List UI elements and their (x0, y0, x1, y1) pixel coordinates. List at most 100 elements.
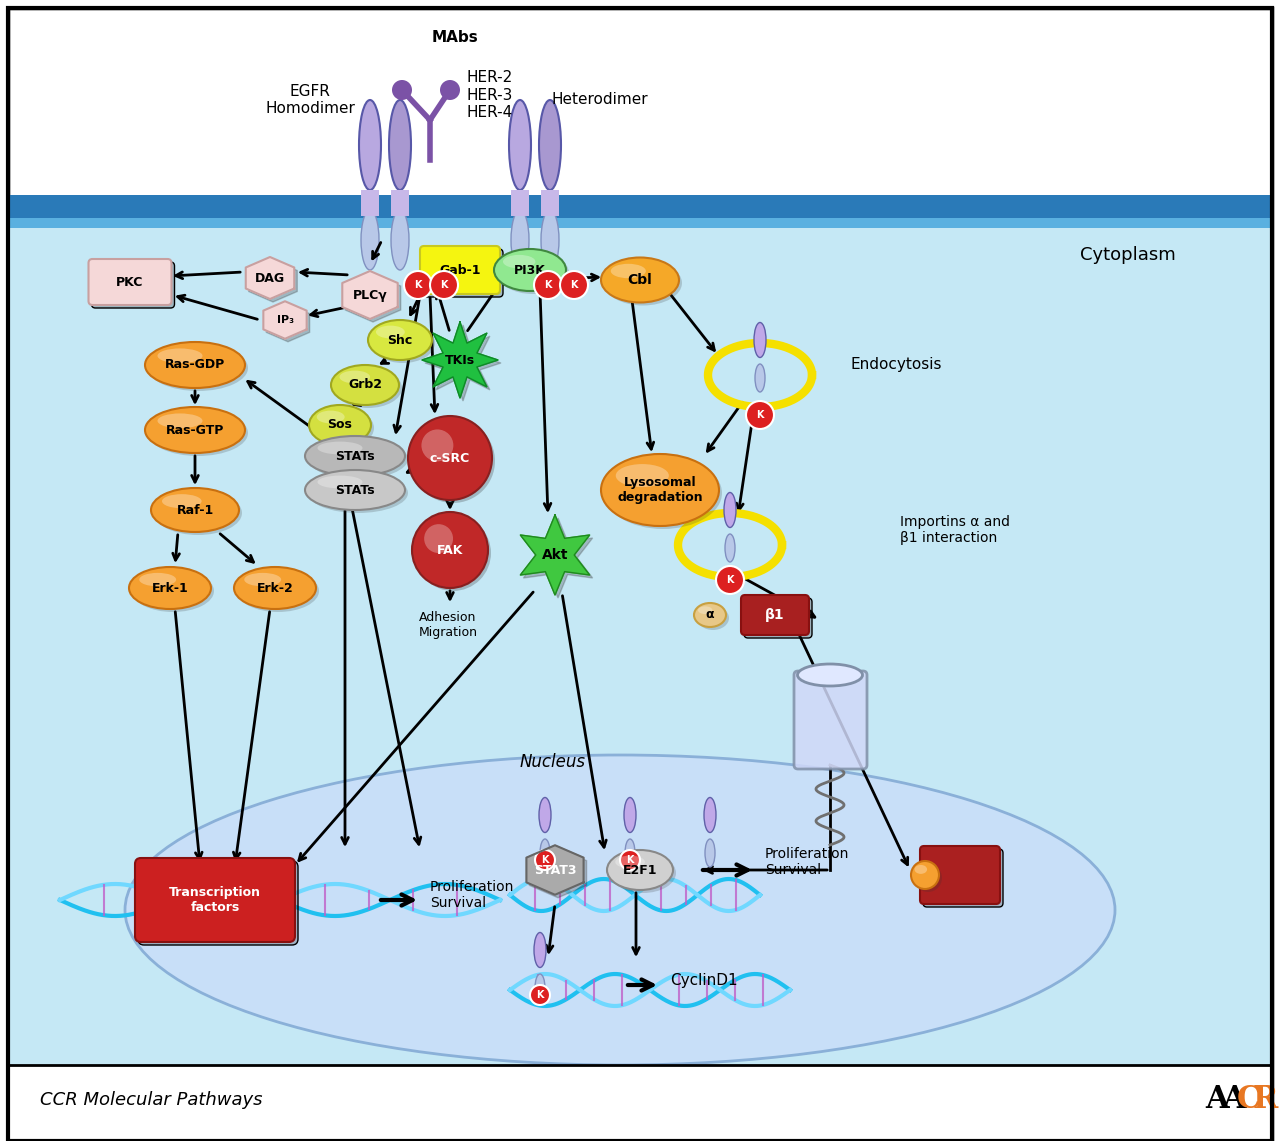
FancyBboxPatch shape (91, 262, 174, 308)
Ellipse shape (308, 474, 408, 513)
Text: α: α (705, 608, 714, 622)
Text: K: K (626, 855, 634, 865)
Ellipse shape (151, 488, 239, 532)
Text: STATs: STATs (335, 450, 375, 462)
Circle shape (561, 272, 588, 299)
Text: CCR Molecular Pathways: CCR Molecular Pathways (40, 1091, 262, 1109)
Ellipse shape (604, 260, 682, 306)
Ellipse shape (535, 974, 545, 1002)
Ellipse shape (317, 476, 362, 488)
Circle shape (534, 272, 562, 299)
Ellipse shape (755, 364, 765, 393)
Text: DAG: DAG (255, 272, 285, 284)
Text: R: R (1253, 1084, 1279, 1116)
Ellipse shape (376, 325, 404, 339)
Ellipse shape (797, 664, 863, 686)
Ellipse shape (602, 258, 678, 302)
Ellipse shape (163, 494, 202, 508)
FancyBboxPatch shape (741, 594, 809, 636)
Ellipse shape (698, 606, 730, 630)
Ellipse shape (244, 573, 282, 586)
Ellipse shape (237, 570, 319, 612)
Text: K: K (756, 410, 764, 420)
Ellipse shape (389, 100, 411, 191)
FancyBboxPatch shape (8, 195, 1272, 1065)
FancyBboxPatch shape (8, 218, 1272, 228)
FancyBboxPatch shape (88, 259, 172, 305)
Ellipse shape (308, 439, 408, 479)
FancyBboxPatch shape (134, 858, 294, 942)
Ellipse shape (157, 413, 202, 428)
Circle shape (440, 80, 460, 100)
Text: K: K (544, 280, 552, 290)
Text: Proliferation
Survival: Proliferation Survival (765, 847, 850, 877)
Text: Cytoplasm: Cytoplasm (1080, 246, 1176, 264)
Ellipse shape (390, 210, 410, 270)
FancyBboxPatch shape (541, 191, 559, 216)
Ellipse shape (148, 345, 248, 391)
Text: A: A (1204, 1084, 1229, 1116)
Text: PKC: PKC (116, 275, 143, 289)
Text: Proliferation
Survival: Proliferation Survival (430, 880, 515, 911)
Ellipse shape (602, 454, 719, 526)
Text: Akt: Akt (541, 548, 568, 563)
FancyBboxPatch shape (8, 1065, 1272, 1141)
Circle shape (424, 524, 453, 553)
Circle shape (716, 566, 744, 594)
Ellipse shape (911, 861, 940, 889)
Polygon shape (246, 257, 294, 299)
Polygon shape (425, 325, 500, 400)
Ellipse shape (625, 798, 636, 833)
Text: STATs: STATs (335, 484, 375, 496)
Text: β1: β1 (765, 608, 785, 622)
Text: PLCγ: PLCγ (352, 289, 388, 301)
Text: K: K (440, 280, 448, 290)
Circle shape (392, 80, 412, 100)
Text: Cbl: Cbl (627, 273, 653, 288)
Polygon shape (342, 272, 398, 319)
Text: IP₃: IP₃ (276, 315, 293, 325)
Text: E2F1: E2F1 (623, 864, 657, 876)
Ellipse shape (754, 323, 765, 357)
Ellipse shape (616, 464, 669, 487)
Text: Shc: Shc (388, 333, 412, 347)
FancyBboxPatch shape (923, 849, 1004, 907)
Ellipse shape (234, 567, 316, 609)
Ellipse shape (140, 573, 177, 586)
Text: c-SRC: c-SRC (430, 452, 470, 464)
Ellipse shape (157, 348, 202, 363)
Text: Ras-GDP: Ras-GDP (165, 358, 225, 372)
Polygon shape (422, 322, 498, 398)
Circle shape (535, 850, 556, 869)
Text: Gab-1: Gab-1 (439, 264, 481, 276)
FancyBboxPatch shape (361, 191, 379, 216)
Ellipse shape (625, 839, 635, 867)
Text: Raf-1: Raf-1 (177, 503, 214, 517)
Ellipse shape (914, 864, 942, 892)
Ellipse shape (724, 493, 736, 527)
Ellipse shape (704, 798, 716, 833)
Ellipse shape (607, 850, 673, 890)
Ellipse shape (332, 365, 399, 405)
Text: C: C (1236, 1084, 1261, 1116)
Polygon shape (521, 515, 590, 594)
Polygon shape (248, 260, 297, 302)
Text: Adhesion
Migration: Adhesion Migration (419, 610, 477, 639)
Ellipse shape (604, 458, 722, 529)
Ellipse shape (305, 436, 404, 476)
Ellipse shape (494, 249, 566, 291)
FancyBboxPatch shape (920, 845, 1000, 904)
FancyBboxPatch shape (420, 246, 500, 294)
Text: PI3K: PI3K (515, 264, 547, 276)
Ellipse shape (914, 865, 927, 874)
Ellipse shape (369, 319, 433, 361)
Polygon shape (266, 305, 310, 342)
Ellipse shape (497, 252, 570, 294)
FancyBboxPatch shape (422, 249, 503, 297)
Ellipse shape (145, 407, 244, 453)
Polygon shape (264, 301, 307, 339)
Text: Erk-2: Erk-2 (256, 582, 293, 594)
Ellipse shape (503, 254, 535, 268)
Ellipse shape (312, 408, 374, 448)
Text: K: K (541, 855, 549, 865)
